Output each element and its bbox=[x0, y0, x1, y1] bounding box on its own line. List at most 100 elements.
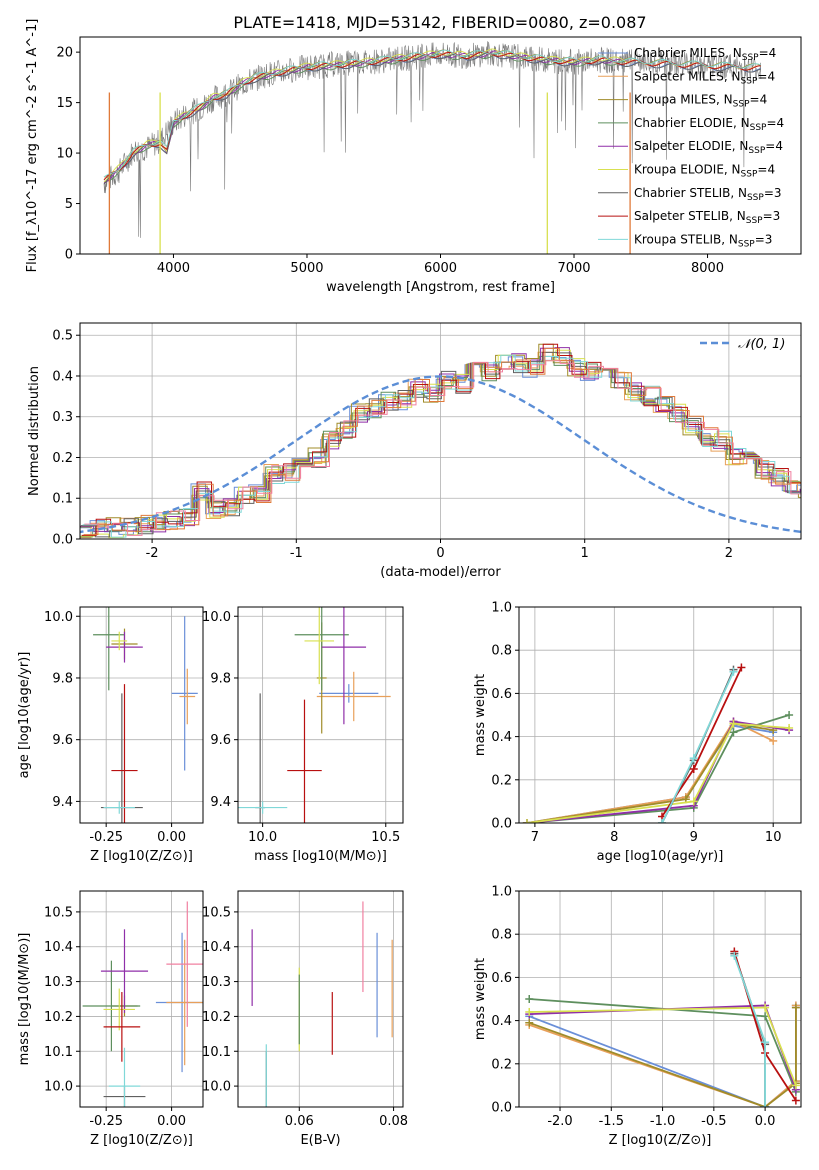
legend-sub: SSP bbox=[738, 239, 755, 249]
y-tick-label: 0.4 bbox=[52, 369, 73, 384]
y-tick-label: 10.1 bbox=[44, 1045, 73, 1060]
panel-mass-vs-EBV: 0.06 0.08 10.0 10.1 10.2 10.3 10.4 10.5 E(B-V) bbox=[202, 890, 408, 1148]
y-tick-label: 0.8 bbox=[491, 644, 512, 659]
y-tick-label: 10.0 bbox=[202, 1080, 231, 1095]
x-tick-label: -0.25 bbox=[89, 830, 123, 845]
plot-area bbox=[522, 663, 794, 823]
legend-label: Chabrier STELIB, N bbox=[634, 186, 747, 200]
axes-frame bbox=[79, 606, 204, 824]
x-tick-label: 7000 bbox=[557, 261, 590, 276]
data-spectrum bbox=[103, 41, 762, 238]
x-tick-label: 8000 bbox=[691, 261, 724, 276]
plot-area bbox=[525, 947, 800, 1107]
legend-label: Chabrier ELODIE, N bbox=[634, 116, 750, 130]
x-tick-label: 9 bbox=[690, 830, 698, 845]
legend-entry: Kroupa ELODIE, NSSP=4 bbox=[634, 163, 775, 180]
weight-series bbox=[526, 724, 774, 823]
y-tick-label: 0.1 bbox=[52, 492, 73, 507]
histogram-step bbox=[80, 356, 801, 535]
y-tick-label: 10.0 bbox=[202, 610, 231, 625]
weight-series bbox=[733, 955, 766, 1107]
weight-series bbox=[526, 722, 790, 823]
x-tick-label: 10.5 bbox=[371, 830, 400, 845]
y-tick-label: 0.4 bbox=[491, 1014, 512, 1029]
y-tick-label: 20 bbox=[56, 46, 73, 61]
plot-area bbox=[251, 901, 393, 1107]
x-tick-label: -2 bbox=[146, 546, 159, 561]
histogram-step bbox=[84, 360, 801, 536]
weight-series bbox=[526, 720, 774, 823]
x-tick-label: 0.08 bbox=[379, 1114, 408, 1129]
x-tick-label: 0.00 bbox=[157, 1114, 186, 1129]
legend-label: Kroupa ELODIE, N bbox=[634, 163, 741, 177]
legend-label: Kroupa STELIB, N bbox=[634, 232, 738, 246]
y-axis-label: mass [log10(M/M⊙)] bbox=[17, 933, 32, 1066]
legend-n: =3 bbox=[764, 186, 782, 200]
y-tick-label: 9.4 bbox=[52, 795, 73, 810]
legend-entry: 𝒩(0, 1) bbox=[738, 337, 785, 352]
y-tick-label: 15 bbox=[56, 96, 73, 111]
x-axis-label: Z [log10(Z/Z⊙)] bbox=[90, 1133, 193, 1148]
y-axis-label: Normed distribution bbox=[27, 366, 42, 496]
legend-entry: Salpeter STELIB, NSSP=3 bbox=[634, 209, 780, 226]
x-tick-label: -0.5 bbox=[701, 1114, 726, 1129]
y-tick-label: 10.0 bbox=[44, 1080, 73, 1095]
y-tick-label: 10.5 bbox=[44, 905, 73, 920]
y-tick-label: 10.0 bbox=[44, 610, 73, 625]
axes-frame bbox=[79, 890, 204, 1108]
y-tick-label: 0 bbox=[65, 248, 73, 263]
legend-label: Salpeter ELODIE, N bbox=[634, 139, 748, 153]
panel-residuals: -2 -1 0 1 2 0.0 0.1 0.2 0.3 0.4 0.5 (data-model)/er… bbox=[27, 322, 802, 580]
legend-entry: Kroupa MILES, NSSP=4 bbox=[634, 93, 767, 110]
y-tick-label: 0.0 bbox=[52, 533, 73, 548]
y-tick-label: 9.4 bbox=[210, 795, 231, 810]
panel-age-vs-mass: 10.0 10.5 9.4 9.6 9.8 10.0 mass [log10(M/M⊙)] bbox=[202, 606, 404, 864]
y-tick-label: 9.6 bbox=[210, 733, 231, 748]
x-tick-label: -1 bbox=[290, 546, 303, 561]
x-tick-label: 7 bbox=[531, 830, 539, 845]
y-tick-label: 0.5 bbox=[52, 329, 73, 344]
panel-mass-vs-Z: -0.25 0.00 10.0 10.1 10.2 10.3 10.4 10.5 Z [log1… bbox=[17, 890, 204, 1148]
legend-n: =3 bbox=[755, 232, 773, 246]
y-tick-label: 9.6 bbox=[52, 733, 73, 748]
histogram-step bbox=[80, 343, 801, 528]
panel-weight-vs-Z: -2.0 -1.5 -1.0 -0.5 0.0 0.0 0.2 0.4 0.6 0.8 1.0 Z [… bbox=[473, 885, 802, 1148]
axes-frame bbox=[237, 890, 404, 1108]
x-tick-label: -1.0 bbox=[650, 1114, 675, 1129]
model-spectrum bbox=[103, 48, 628, 183]
plot-area bbox=[82, 901, 203, 1107]
legend-label: Salpeter STELIB, N bbox=[634, 209, 746, 223]
y-tick-label: 0.3 bbox=[52, 410, 73, 425]
panel-age-vs-Z: -0.25 0.00 9.4 9.6 9.8 10.0 Z [log10(Z/Z⊙)] age… bbox=[17, 606, 204, 864]
x-axis-label: wavelength [Angstrom, rest frame] bbox=[326, 280, 555, 295]
x-tick-label: -0.25 bbox=[89, 1114, 123, 1129]
legend-sub: SSP bbox=[747, 193, 764, 203]
legend-n: =3 bbox=[763, 209, 781, 223]
plot-area bbox=[238, 607, 391, 823]
x-tick-label: 0.0 bbox=[755, 1114, 776, 1129]
y-tick-label: 0.6 bbox=[491, 971, 512, 986]
y-tick-label: 0.6 bbox=[491, 687, 512, 702]
histogram-step bbox=[82, 354, 801, 538]
y-tick-label: 10 bbox=[56, 147, 73, 162]
plot-area bbox=[103, 41, 762, 254]
x-axis-label: E(B-V) bbox=[300, 1133, 340, 1148]
x-tick-label: 6000 bbox=[424, 261, 457, 276]
y-tick-label: 0.2 bbox=[52, 451, 73, 466]
x-tick-label: 1 bbox=[581, 546, 589, 561]
histogram-step bbox=[80, 351, 801, 538]
axes-frame bbox=[237, 606, 404, 824]
x-axis-label: age [log10(age/yr)] bbox=[597, 849, 724, 864]
weight-series bbox=[526, 722, 774, 823]
x-tick-label: 0.00 bbox=[157, 830, 186, 845]
x-tick-label: 4000 bbox=[157, 261, 190, 276]
x-tick-label: -1.5 bbox=[599, 1114, 624, 1129]
legend-n: =4 bbox=[750, 93, 768, 107]
x-axis-label: (data-model)/error bbox=[380, 565, 501, 580]
x-tick-label: -2.0 bbox=[547, 1114, 572, 1129]
legend-n: =4 bbox=[759, 46, 777, 60]
x-tick-label: 5000 bbox=[290, 261, 323, 276]
y-axis-label: mass weight bbox=[473, 674, 488, 756]
y-axis-label: mass weight bbox=[473, 958, 488, 1040]
x-tick-label: 10 bbox=[765, 830, 782, 845]
